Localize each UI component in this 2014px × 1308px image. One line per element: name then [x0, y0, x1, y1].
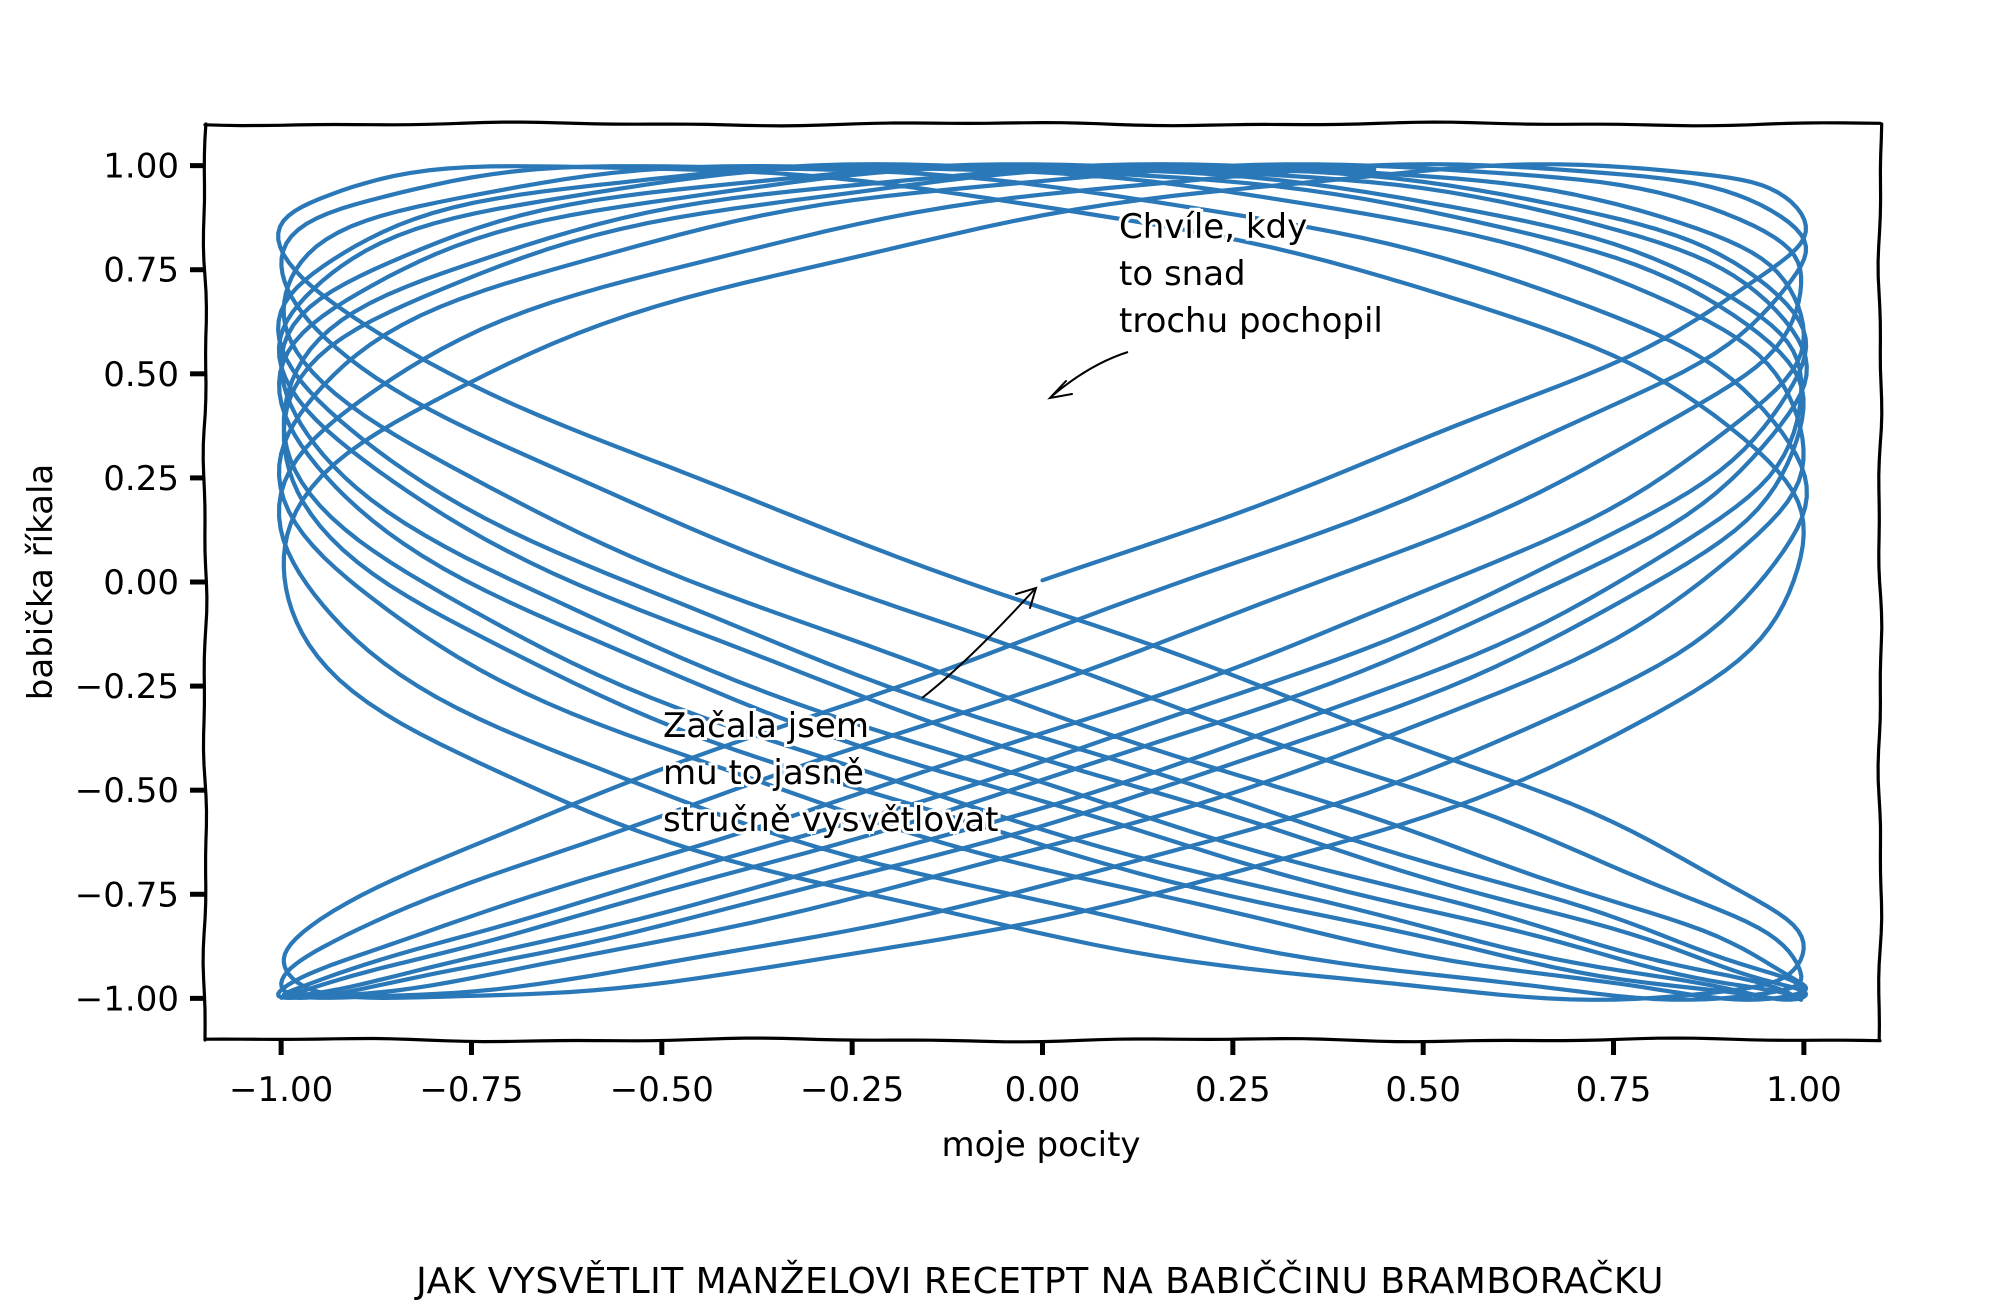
y-tick-label: 1.00: [103, 147, 179, 187]
x-tick-label: 0.00: [1005, 1070, 1081, 1110]
annotation-explaining: Začala jsem mu to jasně stručně vysvětlo…: [660, 586, 1038, 843]
y-tick-label: −0.75: [75, 875, 179, 915]
annotation-understood-line-3: trochu pochopil: [1119, 301, 1383, 341]
annotation-explaining-arrowhead: [1015, 586, 1038, 609]
y-axis-ticks: 1.00 0.75 0.50 0.25 0.00 −0.25 −0.50 −0.75 −1.00: [75, 147, 205, 1019]
y-axis-label: babička říkala: [21, 464, 61, 701]
plot-frame: [201, 120, 1884, 1044]
y-tick-label: 0.00: [103, 563, 179, 603]
figure-caption: JAK VYSVĚTLIT MANŽELOVI RECETPT NA BABIČ…: [414, 1260, 1664, 1302]
y-tick-label: −0.25: [75, 667, 179, 707]
annotation-explaining-arrow: [921, 589, 1035, 699]
x-axis-label: moje pocity: [941, 1125, 1140, 1165]
annotation-explaining-line-1: Začala jsem: [663, 706, 869, 746]
annotation-understood-arrow: [1051, 351, 1129, 397]
annotation-explaining-line-2: mu to jasně: [663, 753, 864, 793]
y-tick-label: 0.50: [103, 355, 179, 395]
annotation-understood-line-1: Chvíle, kdy: [1119, 207, 1307, 247]
y-tick-label: −1.00: [75, 979, 179, 1019]
series-line: [276, 162, 1809, 1002]
annotation-explaining-line-3: stručně vysvětlovat: [663, 800, 998, 840]
annotation-understood-arrowhead: [1047, 380, 1073, 400]
y-tick-label: 0.75: [103, 251, 179, 291]
x-tick-label: −1.00: [229, 1070, 333, 1110]
x-tick-label: 0.75: [1576, 1070, 1652, 1110]
annotation-understood: Chvíle, kdy to snad trochu pochopil: [1047, 204, 1386, 400]
x-tick-label: 1.00: [1766, 1070, 1842, 1110]
x-tick-label: −0.50: [610, 1070, 714, 1110]
y-tick-label: −0.50: [75, 771, 179, 811]
x-axis-ticks: −1.00 −0.75 −0.50 −0.25 0.00 0.25 0.50 0.75 1.00: [229, 1040, 1842, 1110]
x-tick-label: 0.25: [1195, 1070, 1271, 1110]
y-tick-label: 0.25: [103, 459, 179, 499]
x-tick-label: −0.75: [419, 1070, 523, 1110]
x-tick-label: −0.25: [800, 1070, 904, 1110]
x-tick-label: 0.50: [1385, 1070, 1461, 1110]
annotation-understood-line-2: to snad: [1119, 254, 1246, 294]
